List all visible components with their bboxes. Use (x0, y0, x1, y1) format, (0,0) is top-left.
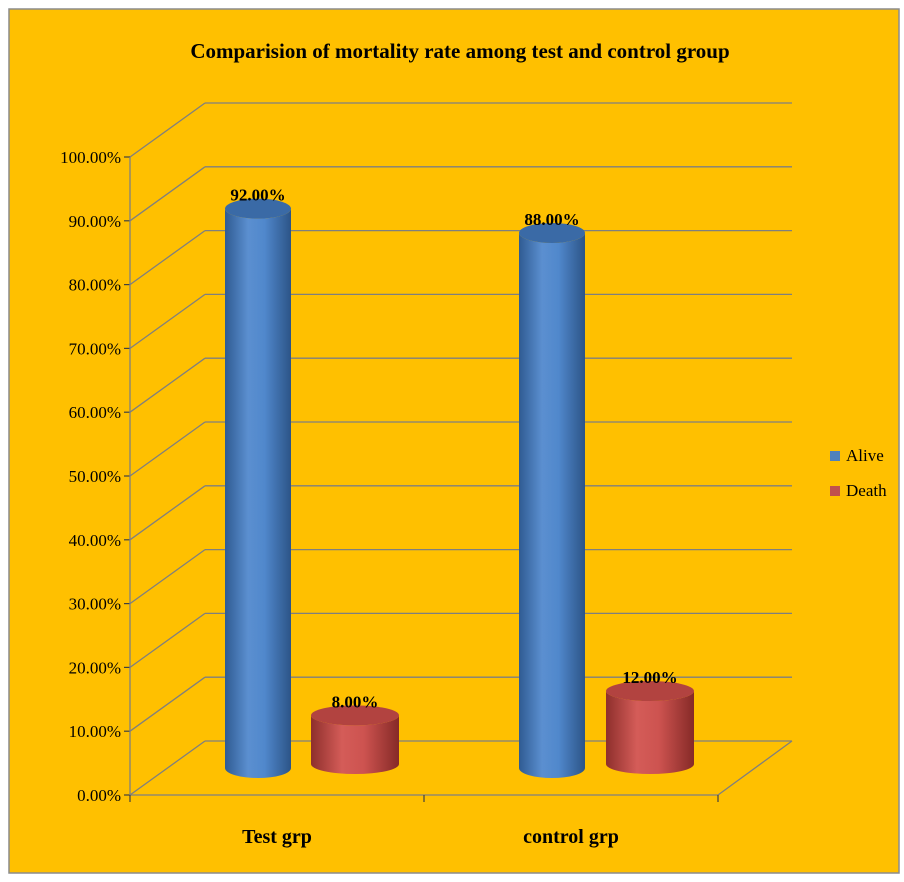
gridline-side (129, 485, 206, 541)
legend-label-death: Death (846, 481, 887, 500)
legend-swatch-death (830, 486, 840, 496)
gridlines (129, 102, 792, 796)
data-label: 8.00% (332, 692, 379, 711)
gridline-side (129, 421, 206, 477)
y-tick-label: 30.00% (69, 595, 121, 614)
bar-top-alive-0 (225, 198, 291, 219)
gridline-side (129, 102, 206, 158)
legend: Alive Death (830, 446, 887, 500)
bar-death-0 (311, 715, 399, 774)
y-tick-label: 50.00% (69, 467, 121, 486)
y-tick-label: 0.00% (77, 786, 121, 805)
gridline-side (129, 166, 206, 222)
y-tick-labels: 0.00% 10.00% 20.00% 30.00% 40.00% 50.00% 60.00… (60, 148, 121, 805)
x-tick-label: Test grp (242, 826, 312, 848)
bar-top-death-1 (606, 681, 694, 702)
y-tick-label: 100.00% (60, 148, 121, 167)
bars (225, 198, 694, 778)
x-tick-label: control grp (523, 826, 619, 848)
data-label: 92.00% (230, 186, 285, 205)
floor-edge-line (717, 740, 793, 796)
gridline-side (129, 612, 206, 668)
gridline-side (129, 357, 206, 413)
y-tick-label: 90.00% (69, 212, 121, 231)
data-labels: 92.00% 88.00% 8.00% 12.00% (230, 186, 677, 712)
y-tick-label: 20.00% (69, 658, 121, 677)
chart-background (8, 8, 900, 874)
data-label: 88.00% (524, 210, 579, 229)
chart-title: Comparision of mortality rate among test… (190, 39, 729, 63)
gridline-side (129, 740, 206, 796)
bar-alive-1 (519, 232, 585, 778)
axes (124, 156, 793, 802)
bar-top-death-0 (311, 705, 399, 726)
y-tick-label: 70.00% (69, 339, 121, 358)
bar-alive-0 (225, 208, 291, 778)
gridline-side (129, 549, 206, 605)
bar-death-1 (606, 691, 694, 774)
y-tick-label: 10.00% (69, 722, 121, 741)
data-label: 12.00% (622, 668, 677, 687)
y-tick-label: 80.00% (69, 276, 121, 295)
y-tick-label: 40.00% (69, 531, 121, 550)
gridline-side (129, 676, 206, 732)
gridline-side (129, 230, 206, 286)
y-tick-label: 60.00% (69, 403, 121, 422)
gridline-side (129, 293, 206, 349)
legend-swatch-alive (830, 451, 840, 461)
x-tick-labels: Test grp control grp (242, 826, 619, 848)
bar-top-alive-1 (519, 222, 585, 243)
legend-label-alive: Alive (846, 446, 884, 465)
